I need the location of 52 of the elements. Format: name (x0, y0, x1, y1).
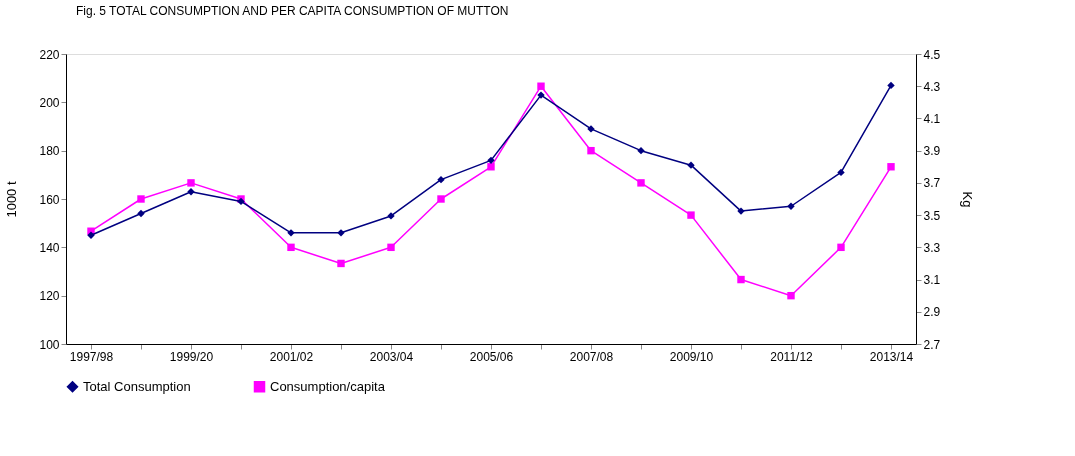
point (837, 168, 845, 177)
point (637, 146, 645, 155)
x-tick-label: 2011/12 (770, 349, 814, 364)
point (537, 82, 545, 90)
y-tick-label: 160 (39, 192, 60, 207)
point (137, 195, 145, 203)
point (787, 291, 795, 300)
point (887, 81, 895, 90)
y2-tick-label: 3.7 (923, 176, 941, 191)
point (387, 243, 395, 252)
y2-tick-label: 2.7 (923, 337, 941, 352)
x-tick-label: 1997/98 (69, 349, 114, 364)
x-tick-label: 2007/08 (569, 349, 614, 364)
point (137, 209, 145, 218)
chart-title: Fig. 5 TOTAL CONSUMPTION AND PER CAPITA CONSUMPTION OF MUTTON (75, 4, 509, 18)
y-tick-label: 140 (39, 240, 60, 255)
y2-tick-label: 4.1 (923, 111, 941, 126)
y2-tick-label: 3.1 (923, 273, 941, 288)
point (437, 195, 445, 203)
point (337, 259, 345, 268)
y2-tick-label: 4.3 (923, 79, 941, 94)
legend-label: Consumption/capita (270, 378, 386, 394)
point (737, 275, 745, 284)
y2-tick-label: 4.5 (923, 47, 941, 62)
y2-tick-label: 3.5 (923, 208, 941, 223)
point (437, 175, 445, 184)
y2-tick-label: 2.9 (923, 305, 941, 320)
x-tick-label: 2003/04 (369, 349, 414, 364)
x-tick-label: 1999/20 (169, 349, 214, 364)
y-tick-label: 200 (39, 95, 60, 110)
y-tick-label: 180 (39, 144, 60, 159)
x-tick-label: 2013/14 (869, 349, 914, 364)
point (687, 211, 695, 219)
y2-tick-label: 3.9 (923, 144, 941, 159)
y-tick-label: 120 (39, 289, 60, 304)
y-tick-label: 220 (39, 47, 60, 62)
x-tick-label: 2001/02 (269, 349, 314, 364)
point (837, 243, 845, 252)
x-tick-label: 2009/10 (669, 349, 714, 364)
point (887, 163, 895, 171)
point (637, 179, 645, 187)
y-axis-title: 1000 t (4, 181, 20, 218)
point (287, 243, 295, 252)
point (487, 156, 495, 165)
point (187, 179, 195, 187)
legend-label: Total Consumption (83, 378, 191, 394)
y-tick-label: 100 (39, 337, 60, 352)
y2-axis-title: Kg (960, 191, 976, 208)
point (487, 163, 495, 171)
x-tick-label: 2005/06 (469, 349, 514, 364)
y2-tick-label: 3.3 (923, 240, 941, 255)
point (587, 146, 595, 155)
